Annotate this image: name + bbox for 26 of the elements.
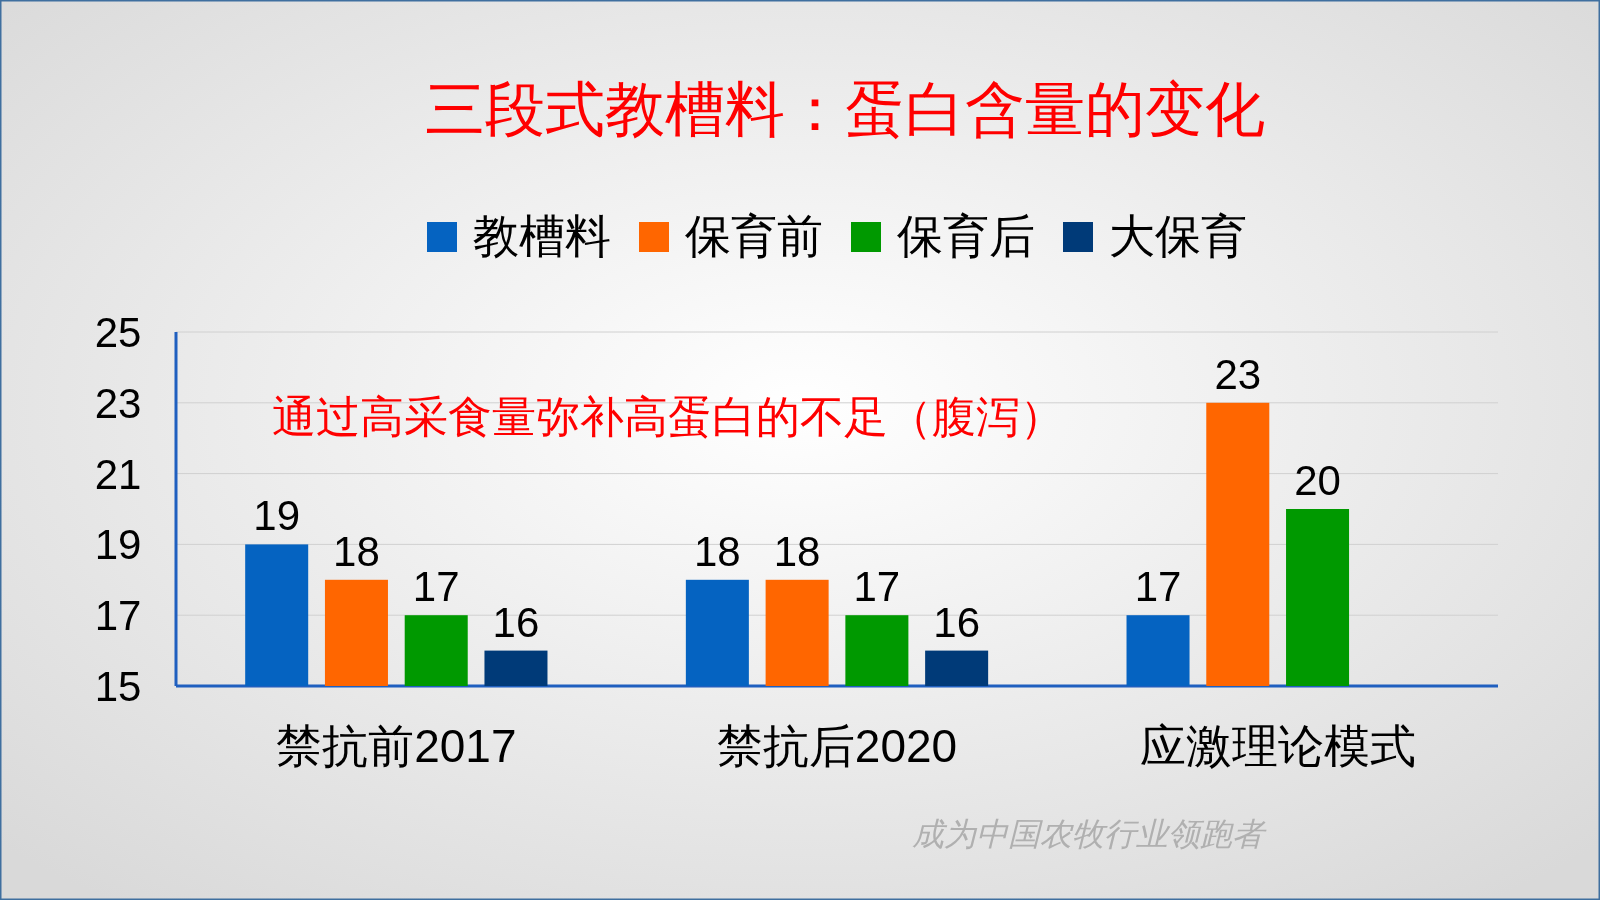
y-tick-label: 19 — [94, 521, 142, 569]
y-tick-label: 23 — [94, 379, 142, 427]
chart-title: 三段式教槽料：蛋白含量的变化 — [425, 76, 1265, 143]
data-label: 18 — [333, 527, 380, 575]
data-label: 18 — [773, 527, 821, 575]
legend-label: 大保育 — [1109, 210, 1247, 262]
x-tick-label: 禁抗后2020 — [716, 720, 958, 772]
y-tick-label: 15 — [94, 663, 142, 710]
data-label: 23 — [1214, 350, 1262, 398]
y-tick-label: 25 — [94, 309, 142, 356]
data-label: 17 — [1134, 563, 1182, 611]
annotation: 通过高采食量弥补高蛋白的不足（腹泻） — [272, 392, 1064, 441]
x-tick-label: 应激理论模式 — [1139, 720, 1416, 772]
data-label: 18 — [694, 527, 741, 575]
y-tick-label: 21 — [94, 450, 142, 498]
data-label: 20 — [1294, 457, 1341, 504]
legend-label: 保育前 — [685, 210, 823, 262]
legend-label: 教槽料 — [473, 210, 611, 262]
data-label: 19 — [253, 492, 301, 540]
x-tick-label: 禁抗前2017 — [276, 720, 517, 772]
data-label: 17 — [853, 563, 901, 611]
data-label: 16 — [492, 598, 540, 646]
data-label: 16 — [933, 598, 980, 646]
y-tick-label: 17 — [94, 592, 142, 640]
data-label: 17 — [412, 563, 460, 611]
legend-label: 保育后 — [897, 210, 1035, 262]
